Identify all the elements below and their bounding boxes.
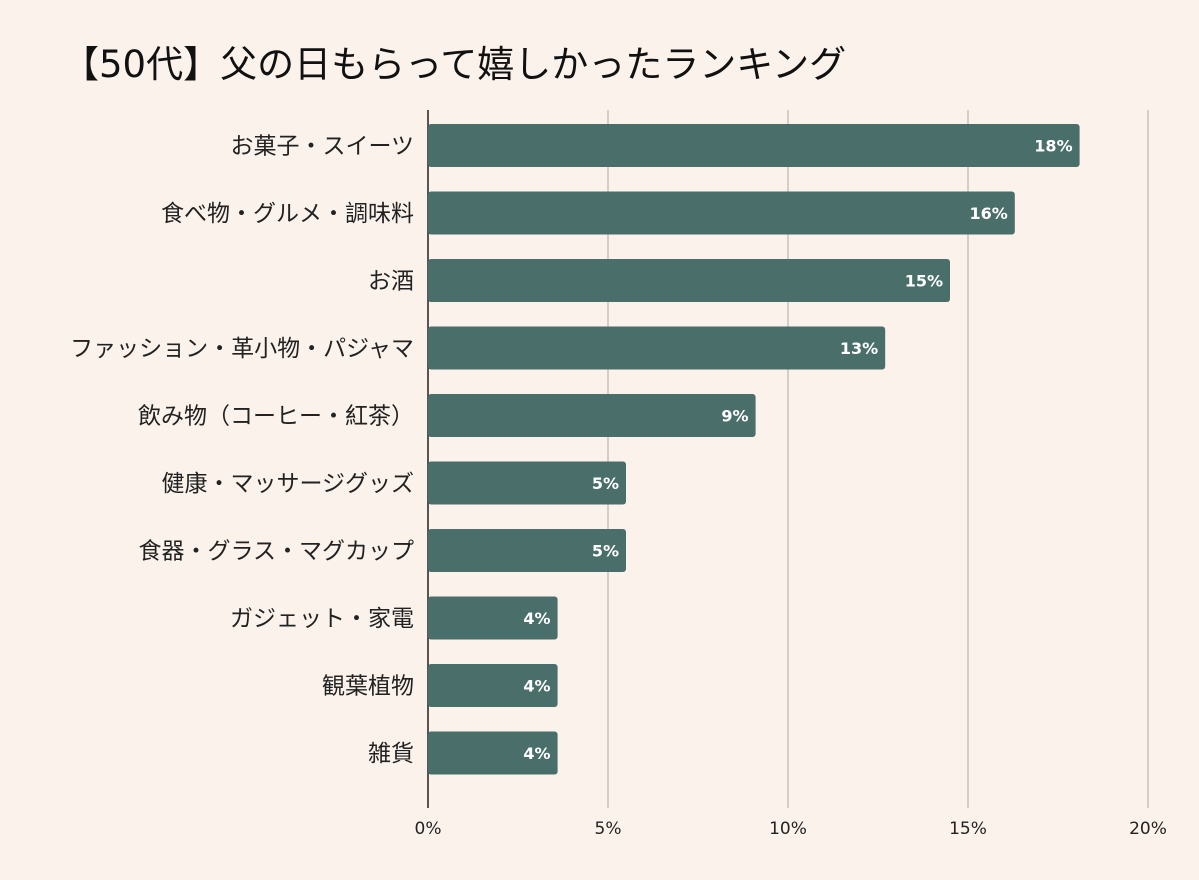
chart-title: 【50代】父の日もらって嬉しかったランキング [62,43,847,86]
category-label: 観葉植物 [322,674,414,700]
data-label: 16% [970,204,1008,223]
data-label: 9% [721,407,748,426]
bar [428,124,1080,167]
x-tick-label: 10% [769,819,807,839]
data-label: 18% [1034,137,1072,156]
category-label: 雑貨 [368,741,414,767]
category-label: お菓子・スイーツ [230,134,414,160]
bar [428,596,558,640]
bar [428,394,756,437]
category-label: お酒 [368,269,414,295]
bar [428,461,626,505]
category-label: 飲み物（コーヒー・紅茶） [138,404,414,430]
bar [428,326,886,370]
bar [428,191,1015,235]
category-label: ファッション・革小物・パジャマ [70,336,414,362]
x-tick-label: 0% [415,819,442,839]
data-label: 5% [592,474,619,493]
data-label: 5% [592,542,619,561]
data-label: 4% [523,744,550,763]
data-label: 4% [523,677,550,696]
data-label: 15% [905,272,943,291]
x-tick-label: 5% [595,819,622,839]
bar [428,664,558,707]
category-label: 食器・グラス・マグカップ [138,539,414,565]
bar [428,259,950,302]
bar [428,529,626,572]
bar [428,731,558,775]
data-label: 13% [840,339,878,358]
x-tick-label: 15% [949,819,987,839]
category-label: 健康・マッサージグッズ [161,471,414,497]
x-tick-label: 20% [1129,819,1167,839]
category-label: 食べ物・グルメ・調味料 [161,201,414,227]
category-label: ガジェット・家電 [230,606,414,632]
data-label: 4% [523,609,550,628]
